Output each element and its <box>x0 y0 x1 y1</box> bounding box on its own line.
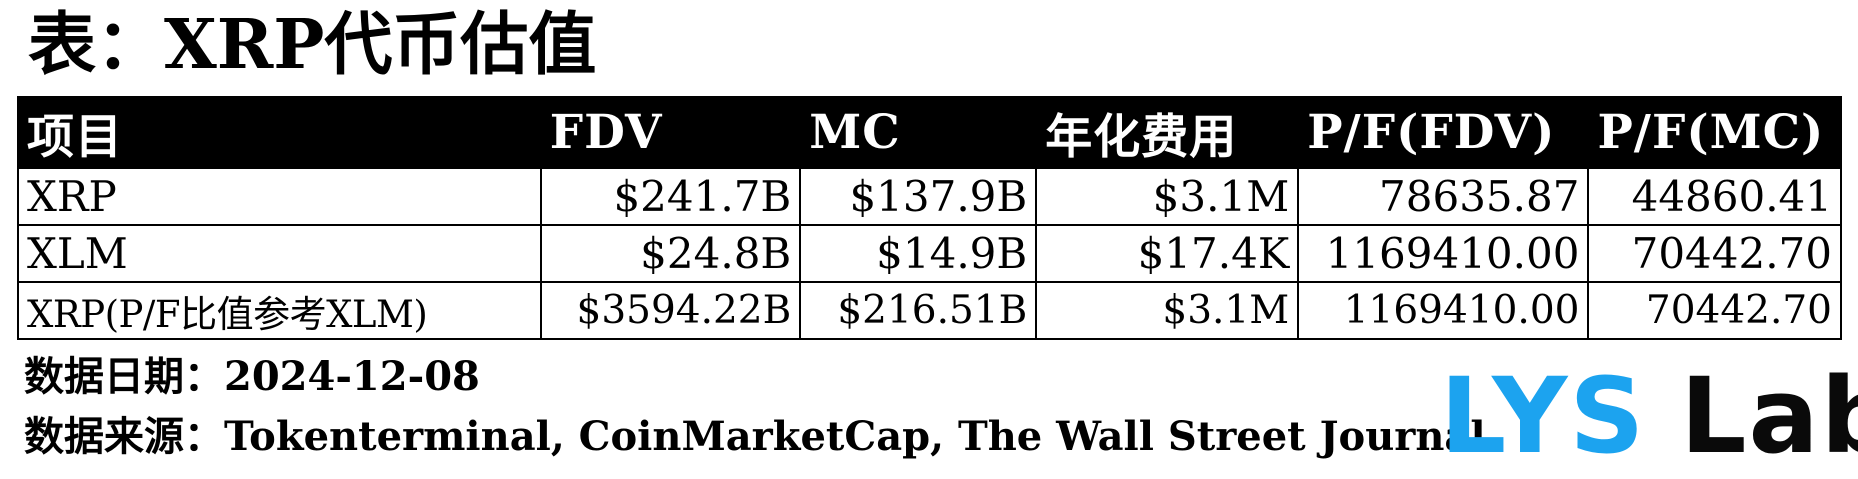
cell-pf-mc: 44860.41 <box>1587 167 1842 226</box>
cell-fdv: $24.8B <box>539 224 802 283</box>
cell-fdv: $241.7B <box>539 167 802 226</box>
cell-mc: $14.9B <box>799 224 1038 283</box>
cell-pf-fdv: 78635.87 <box>1297 167 1590 226</box>
column-header-item: 项目 <box>17 96 542 169</box>
column-header-annual-fees: 年化费用 <box>1035 96 1300 169</box>
column-header-mc: MC <box>799 96 1038 169</box>
page-title: 表：XRP代币估值 <box>28 5 597 85</box>
cell-fdv: $3594.22B <box>539 281 802 340</box>
cell-pf-fdv: 1169410.00 <box>1297 224 1590 283</box>
cell-annual-fees: $3.1M <box>1035 167 1300 226</box>
logo-text-lab: Lab <box>1680 355 1858 477</box>
column-header-pf-fdv: P/F(FDV) <box>1297 96 1590 169</box>
cell-pf-mc: 70442.70 <box>1587 224 1842 283</box>
logo-text-lys: LYS <box>1440 355 1647 477</box>
lys-lab-logo: LYSLab <box>1440 360 1858 472</box>
cell-pf-fdv: 1169410.00 <box>1297 281 1590 340</box>
table-header-row: 项目 FDV MC 年化费用 P/F(FDV) P/F(MC) <box>17 96 1842 169</box>
data-source: 数据来源：Tokenterminal, CoinMarketCap, The W… <box>24 413 1486 460</box>
column-header-pf-mc: P/F(MC) <box>1587 96 1842 169</box>
cell-mc: $137.9B <box>799 167 1038 226</box>
cell-item: XRP(P/F比值参考XLM) <box>17 281 542 340</box>
cell-item: XRP <box>17 167 542 226</box>
cell-annual-fees: $17.4K <box>1035 224 1300 283</box>
data-date: 数据日期：2024-12-08 <box>24 353 480 400</box>
cell-mc: $216.51B <box>799 281 1038 340</box>
cell-item: XLM <box>17 224 542 283</box>
valuation-table: 项目 FDV MC 年化费用 P/F(FDV) P/F(MC) XRP $241… <box>17 96 1842 340</box>
table-row: XLM $24.8B $14.9B $17.4K 1169410.00 7044… <box>17 224 1842 283</box>
column-header-fdv: FDV <box>539 96 802 169</box>
cell-pf-mc: 70442.70 <box>1587 281 1842 340</box>
table-row: XRP(P/F比值参考XLM) $3594.22B $216.51B $3.1M… <box>17 281 1842 340</box>
table-row: XRP $241.7B $137.9B $3.1M 78635.87 44860… <box>17 167 1842 226</box>
cell-annual-fees: $3.1M <box>1035 281 1300 340</box>
